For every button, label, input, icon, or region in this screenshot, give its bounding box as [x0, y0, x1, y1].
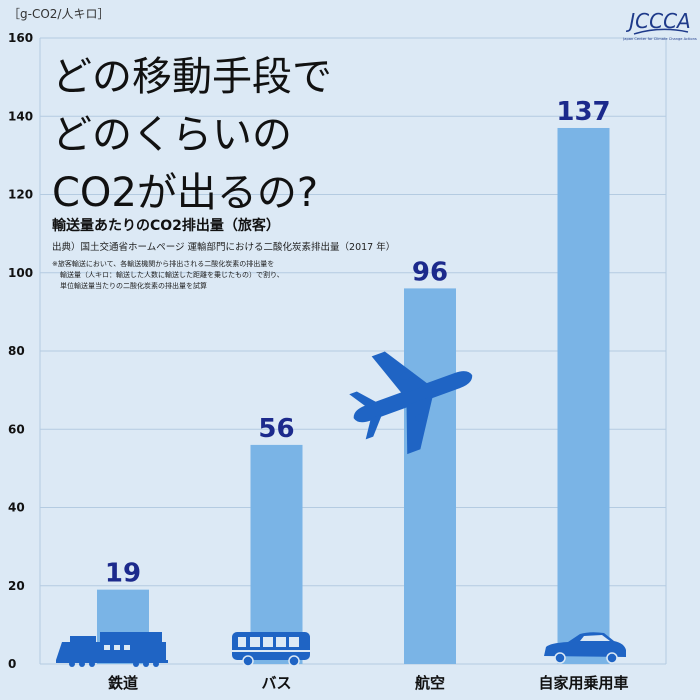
- bar-2: [404, 288, 456, 664]
- y-tick-label-80: 80: [8, 344, 25, 358]
- category-label-3: 自家用乗用車: [538, 674, 628, 692]
- y-tick-label-40: 40: [8, 501, 25, 515]
- headline-line-1: どの移動手段で: [52, 54, 332, 100]
- logo-caption: Japan Center for Climate Change Actions: [622, 37, 697, 41]
- footnote-line-3: 単位輸送量当たりの二酸化炭素の排出量を試算: [60, 281, 207, 290]
- headline-line-3: CO2が出るの?: [52, 170, 318, 216]
- category-label-0: 鉄道: [108, 674, 138, 692]
- value-label-3: 137: [556, 97, 610, 127]
- bar-1: [250, 444, 303, 664]
- jccca-logo: JCCCA Japan Center for Climate Change Ac…: [622, 9, 697, 41]
- car-icon: [544, 632, 626, 664]
- value-label-2: 96: [412, 257, 448, 287]
- grid-lines: [39, 37, 667, 665]
- category-label-1: バス: [261, 674, 291, 692]
- value-label-1: 56: [258, 414, 294, 444]
- headline-line-2: どのくらいの: [52, 112, 292, 158]
- y-tick-label-60: 60: [8, 422, 25, 436]
- y-tick-label-100: 100: [8, 266, 33, 280]
- y-tick-label-0: 0: [8, 657, 16, 671]
- bus-icon: [232, 632, 310, 667]
- y-tick-label-140: 140: [8, 109, 33, 123]
- y-tick-label-160: 160: [8, 31, 33, 45]
- y-axis-unit-label: ［g-CO2/人キロ］: [8, 7, 109, 21]
- y-tick-label-120: 120: [8, 188, 33, 202]
- chart-subtitle: 輸送量あたりのCO2排出量（旅客）: [52, 217, 280, 234]
- category-label-2: 航空: [415, 674, 445, 692]
- category-labels: 鉄道 バス 航空 自家用乗用車: [108, 674, 629, 692]
- train-icon: [56, 632, 168, 667]
- airplane-icon: [349, 351, 473, 455]
- bar-3: [557, 127, 610, 665]
- footnote-line-2: 輸送量（人キロ：輸送した人数に輸送した距離を乗じたもの）で割り、: [60, 270, 284, 279]
- footnote-line-1: ※旅客輸送において、各輸送機関から排出される二酸化炭素の排出量を: [52, 259, 274, 268]
- y-axis-ticks: 0 20 40 60 80 100 120 140 160: [8, 31, 33, 671]
- y-tick-label-20: 20: [8, 579, 25, 593]
- value-labels: 19 56 96 137: [105, 97, 611, 589]
- value-label-0: 19: [105, 559, 141, 589]
- source-note: 出典）国土交通省ホームページ 運輸部門における二酸化炭素排出量（2017 年）: [52, 241, 395, 253]
